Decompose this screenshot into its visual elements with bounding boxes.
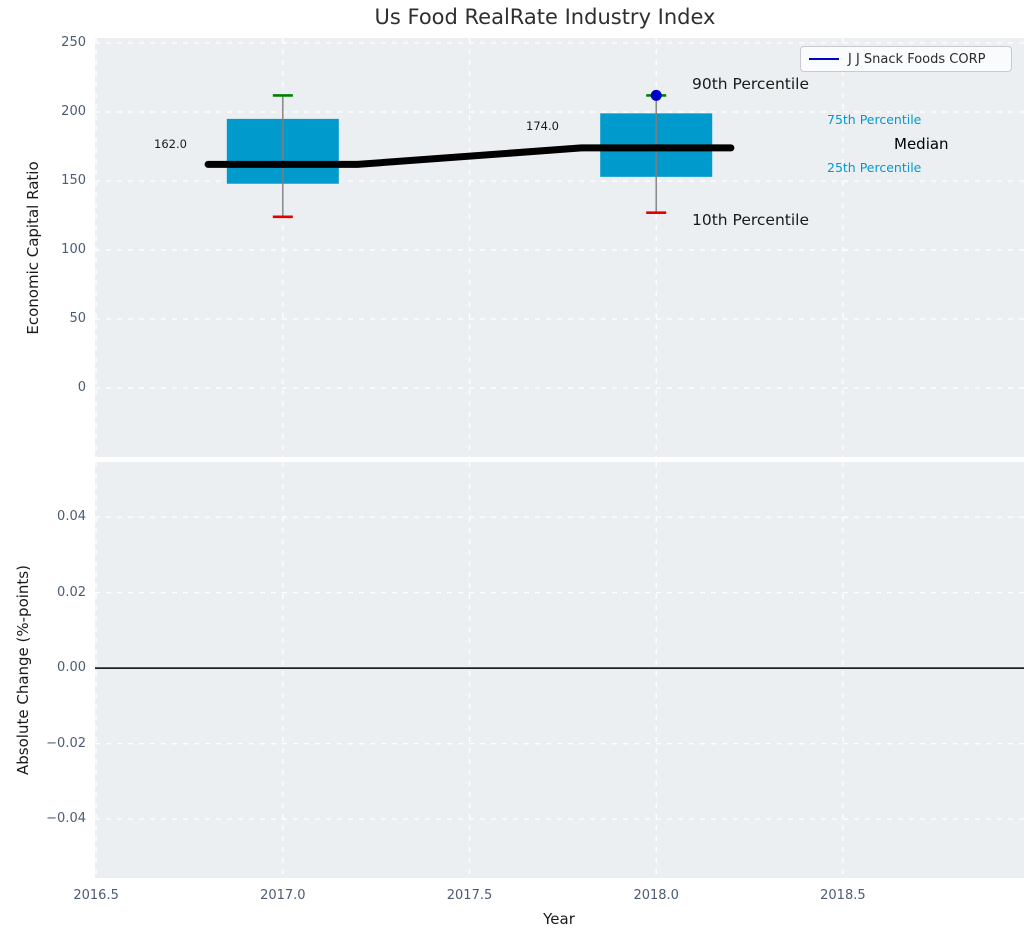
top-axes-canvas <box>95 38 1024 457</box>
annotation-25th-percentile: 25th Percentile <box>827 160 922 175</box>
annotation-10th-percentile: 10th Percentile <box>692 211 810 229</box>
annotation-median-value-2018: 174.0 <box>526 119 559 133</box>
x-axis-label: Year <box>543 910 575 928</box>
x-tick-label: 2018.5 <box>820 888 866 903</box>
y-tick-label: 0 <box>77 379 86 395</box>
y-tick-label: 0.02 <box>57 584 86 600</box>
annotation-median-value-2017: 162.0 <box>154 137 187 151</box>
median-trend-line <box>204 144 735 168</box>
annotation-90th-percentile: 90th Percentile <box>692 75 810 93</box>
y-tick-label: 50 <box>69 310 86 326</box>
legend-series-label: J J Snack Foods CORP <box>848 51 986 67</box>
annotation-median: Median <box>894 135 949 153</box>
x-tick-label: 2016.5 <box>73 888 119 903</box>
y-tick-label: 0.00 <box>57 660 86 676</box>
top-axes-economic-capital-ratio <box>95 38 1024 457</box>
y-tick-label: 250 <box>61 34 86 50</box>
y-tick-label: 200 <box>61 103 86 119</box>
y-tick-label: 0.04 <box>57 509 86 525</box>
x-tick-label: 2017.5 <box>446 888 493 903</box>
y-tick-label: −0.02 <box>46 735 86 751</box>
bottom-axes-absolute-change <box>95 462 1024 878</box>
legend: J J Snack Foods CORP <box>800 46 1012 72</box>
annotation-75th-percentile: 75th Percentile <box>827 112 922 127</box>
y-tick-label: 100 <box>61 241 86 257</box>
bottom-axes-canvas <box>95 462 1024 878</box>
x-tick-label: 2018.0 <box>633 888 679 903</box>
chart-title: Us Food RealRate Industry Index <box>374 5 716 29</box>
company-point <box>650 89 662 101</box>
y-tick-label: 150 <box>61 172 86 188</box>
legend-line-swatch <box>809 58 839 60</box>
x-tick-label: 2017.0 <box>260 888 306 903</box>
y-tick-label: −0.04 <box>46 811 86 827</box>
